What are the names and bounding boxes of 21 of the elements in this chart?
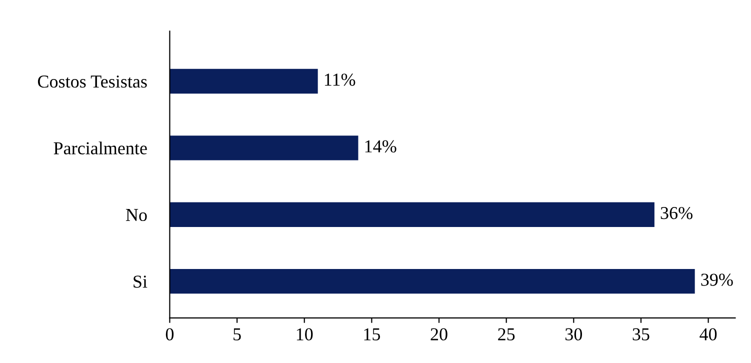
data-label: 14% (365, 140, 396, 153)
x-tick-label: 15 (364, 328, 380, 340)
bar (170, 202, 654, 227)
x-tick-label: 25 (498, 328, 515, 340)
y-tick-label: Parcialmente (54, 142, 147, 154)
data-label: 36% (660, 206, 692, 220)
x-tick-label: 10 (296, 328, 313, 340)
y-tick-label: Costos Tesistas (38, 76, 147, 88)
data-label: 11% (324, 74, 356, 86)
y-tick-label: Si (134, 276, 148, 288)
bar (170, 136, 358, 160)
x-tick-label: 35 (632, 328, 650, 340)
data-label: 39% (701, 274, 733, 286)
x-tick-label: 20 (430, 328, 448, 340)
y-tick-label: No (126, 209, 147, 222)
x-tick-label: 30 (565, 328, 582, 340)
x-tick-label: 0 (166, 328, 174, 340)
bar (170, 68, 318, 94)
x-tick-label: 40 (700, 328, 717, 340)
bar (170, 268, 695, 294)
x-tick-label: 5 (234, 328, 241, 340)
